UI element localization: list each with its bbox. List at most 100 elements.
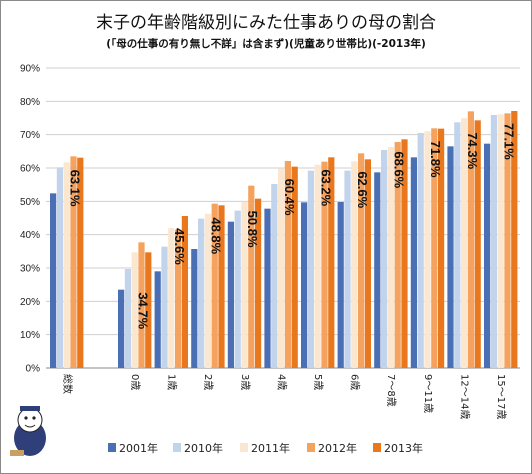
bar [284,161,291,368]
legend-item: 2013年 [373,441,423,455]
y-tick-label: 80% [20,97,40,108]
bar [50,193,57,368]
bar-group [337,153,371,368]
x-tick-label: 0歳 [129,374,141,390]
data-label: 60.4% [282,179,297,216]
x-axis-labels: 総数 0歳 1歳 2歳 3歳 4歳 5歳 6歳 7～8歳 9～11歳 12～14歳 15～17歳 [61,374,507,419]
bar [454,122,461,368]
y-tick-label: 70% [20,130,40,141]
bar [191,249,198,368]
bar [138,242,145,368]
bar [70,156,77,368]
bar [271,184,278,368]
x-tick-label: 15～17歳 [495,374,507,419]
x-tick-label: 総数 [61,374,74,394]
legend-item: 2012年 [307,441,357,455]
bar-group [227,185,262,368]
mascot-illustration [10,406,46,456]
bar [218,205,225,368]
bar [511,111,518,368]
bar [234,210,241,368]
bar [307,170,314,368]
bar [401,139,408,368]
bar [467,111,474,368]
data-label: 63.2% [318,169,333,206]
bar [204,213,211,368]
bar [431,128,438,368]
legend-swatch [307,443,315,452]
bar [474,120,481,368]
legend-label: 2001年 [119,441,158,455]
bar [291,166,298,368]
legend-item: 2001年 [108,441,158,455]
bar [301,202,308,368]
bar [504,113,511,368]
bar [424,131,431,368]
bar [278,168,285,368]
bar-group [50,156,84,368]
legend-swatch [173,443,181,452]
bar [461,118,468,368]
x-tick-label: 2歳 [202,374,214,390]
bar [497,114,504,368]
bar [358,153,365,368]
y-tick-label: 10% [20,330,40,341]
bar [211,203,218,368]
bar [181,216,188,368]
x-tick-label: 3歳 [239,374,251,390]
x-tick-label: 5歳 [312,374,324,390]
y-tick-label: 60% [20,164,40,175]
x-tick-label: 1歳 [166,374,178,390]
bar [484,143,491,368]
x-tick-label: 6歳 [349,374,361,390]
data-label: 63.1% [67,170,82,207]
legend-label: 2011年 [251,441,290,455]
legend-swatch [108,443,116,452]
bar [248,185,255,368]
y-tick-label: 0% [26,364,41,375]
legend-item: 2010年 [173,441,223,455]
bar [374,172,381,368]
bar [255,198,262,368]
bar [118,289,125,368]
bar [154,271,161,368]
bar-group [410,128,445,368]
legend-item: 2011年 [240,441,290,455]
y-tick-label: 20% [20,297,40,308]
legend-label: 2010年 [184,441,223,455]
bar-group [191,203,225,368]
bar-group [447,111,481,368]
data-label: 74.3% [465,132,480,169]
bar [381,150,388,368]
bar [168,228,175,368]
bar [264,208,271,368]
data-label: 62.6% [355,171,370,208]
y-tick-label: 30% [20,264,40,275]
bar [438,128,445,368]
legend-swatch [240,443,248,452]
bar-group [154,216,188,368]
legend-swatch [373,443,381,452]
x-tick-label: 12～14歳 [458,374,470,419]
bar [241,201,248,368]
bar [490,115,497,368]
data-labels: 63.1% 34.7% 45.6% 48.8% 50.8% 60.4% 63.2% 62.6%… [67,123,516,330]
y-axis-ticks: 0% 10% 20% 30% 40% 50% 60% 70% 80% 90% [20,64,40,375]
bar [175,229,182,368]
data-label: 48.8% [209,217,224,254]
bar-group [301,157,335,368]
bar [198,218,205,368]
bar-group [118,242,152,368]
bar-group [484,111,518,368]
bar-group [264,161,298,368]
bar [56,167,63,368]
data-label: 71.8% [428,141,443,178]
bar [227,221,234,368]
data-label: 68.6% [392,151,407,188]
bar [131,252,138,368]
x-tick-label: 7～8歳 [385,374,397,407]
y-tick-label: 50% [20,197,40,208]
bar [337,202,344,368]
data-label: 34.7% [135,292,150,329]
